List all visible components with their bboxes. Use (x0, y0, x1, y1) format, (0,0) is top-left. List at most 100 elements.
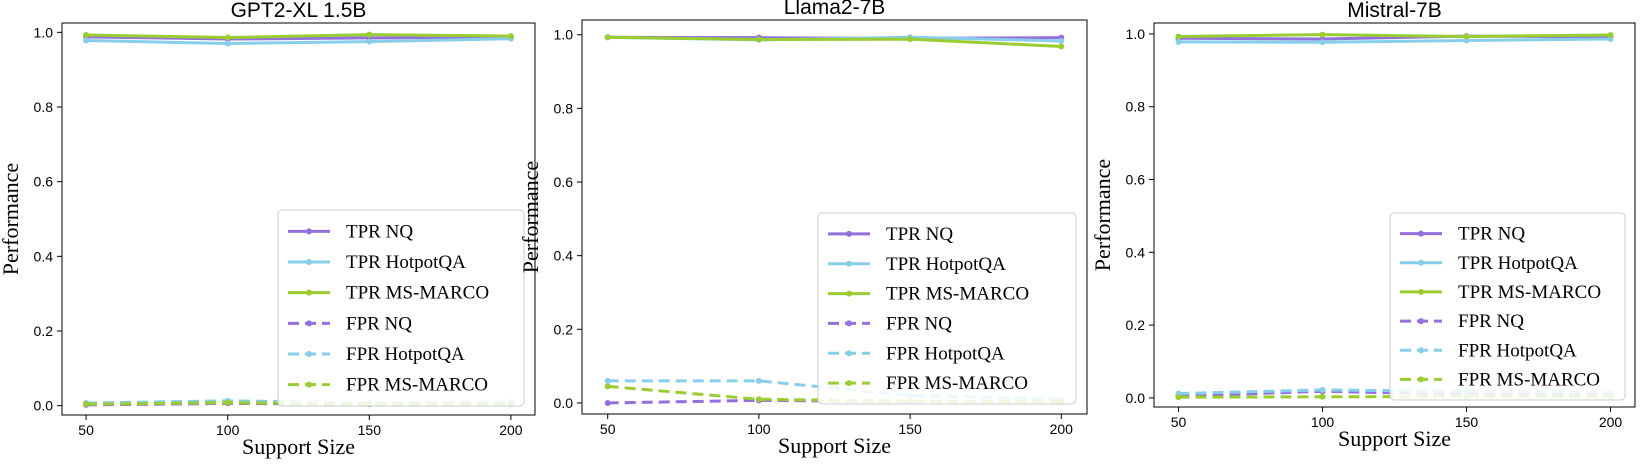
legend-label: FPR NQ (346, 313, 412, 334)
legend-label: FPR MS-MARCO (346, 375, 488, 396)
legend-label: TPR MS-MARCO (346, 283, 489, 304)
x-axis-label: Support Size (778, 433, 891, 458)
data-point (1175, 33, 1182, 40)
y-tick-label: 0.0 (554, 395, 574, 411)
y-tick-label: 0.6 (1126, 172, 1146, 188)
legend-label: TPR HotpotQA (886, 254, 1006, 275)
y-tick-label: 0.2 (34, 323, 54, 339)
series-tpr-hotpotqa (83, 35, 514, 47)
legend-marker (1418, 347, 1424, 354)
data-point (755, 377, 762, 384)
data-point (83, 31, 90, 38)
series-tpr-ms-marco (83, 31, 514, 41)
data-point (224, 40, 231, 47)
legend-marker (846, 260, 852, 267)
legend-marker (306, 381, 312, 388)
data-point (1175, 394, 1182, 401)
x-axis-label: Support Size (1338, 426, 1451, 451)
data-point (1607, 32, 1614, 39)
y-tick-label: 0.6 (34, 174, 54, 190)
series-line (1178, 33, 1611, 38)
x-tick-label: 200 (1050, 421, 1074, 437)
legend-marker (306, 228, 312, 235)
data-point (83, 37, 90, 44)
x-axis-label: Support Size (242, 434, 355, 459)
data-point (755, 36, 762, 43)
series-tpr-ms-marco (1175, 31, 1614, 40)
legend-marker (306, 320, 312, 327)
data-point (755, 396, 762, 403)
y-tick-label: 0.2 (1126, 317, 1146, 333)
x-tick-label: 100 (1311, 414, 1335, 430)
x-tick-label: 200 (499, 422, 523, 438)
data-point (1319, 31, 1326, 38)
legend-label: TPR NQ (1458, 224, 1525, 245)
chart-panel-3: Mistral-7B 0.0 0.2 0.4 0.6 0.8 1.0 50 100 150 200 S… (1090, 0, 1636, 451)
x-tick-label: 150 (1455, 414, 1479, 430)
chart-title: Mistral-7B (1347, 0, 1442, 22)
y-axis-label: Performance (0, 163, 23, 275)
data-point (224, 399, 231, 406)
x-tick-label: 150 (898, 421, 922, 437)
legend-marker (306, 289, 312, 296)
series-line (86, 33, 511, 40)
legend-marker (846, 350, 852, 357)
y-tick-label: 0.0 (34, 398, 54, 414)
y-tick-label: 1.0 (1126, 26, 1146, 42)
legend-label: FPR NQ (886, 313, 952, 334)
y-tick-label: 0.8 (34, 99, 54, 115)
data-point (907, 36, 914, 43)
legend-label: TPR NQ (346, 221, 413, 242)
legend: TPR NQ TPR HotpotQA TPR MS-MARCO FPR NQ FPR … (277, 209, 525, 407)
data-point (507, 33, 514, 40)
x-tick-label: 50 (78, 422, 94, 438)
chart-title: GPT2-XL 1.5B (231, 0, 367, 22)
y-tick-label: 1.0 (554, 27, 574, 43)
data-point (1319, 393, 1326, 400)
chart-panel-2: Llama2-7B 0.0 0.2 0.4 0.6 0.8 1.0 50 100 150 200 Su… (518, 0, 1088, 458)
legend-box (817, 212, 1077, 405)
y-tick-label: 0.8 (554, 100, 574, 116)
plot-frame (581, 19, 1088, 415)
y-tick-label: 0.4 (554, 248, 574, 264)
legend-marker (1418, 259, 1424, 266)
data-point (604, 377, 611, 384)
x-tick-label: 150 (358, 422, 382, 438)
y-tick-label: 0.6 (554, 174, 574, 190)
series-tpr-ms-marco (604, 34, 1065, 50)
y-tick-label: 0.0 (1126, 390, 1146, 406)
legend-label: TPR HotpotQA (346, 252, 466, 273)
data-point (366, 31, 373, 38)
data-point (1319, 39, 1326, 46)
data-point (604, 399, 611, 406)
data-point (366, 38, 373, 45)
legend-label: TPR HotpotQA (1458, 253, 1578, 274)
legend: TPR NQ TPR HotpotQA TPR MS-MARCO FPR NQ FPR … (817, 212, 1077, 405)
x-tick-label: 50 (600, 421, 616, 437)
legend-label: FPR NQ (1458, 311, 1524, 332)
data-point (1058, 43, 1065, 50)
data-point (604, 383, 611, 390)
chart-title: Llama2-7B (784, 0, 886, 19)
x-tick-label: 100 (747, 421, 771, 437)
legend-box (1389, 212, 1626, 401)
series-tpr-hotpotqa (1175, 36, 1614, 46)
legend-label: FPR HotpotQA (886, 343, 1005, 364)
y-tick-label: 1.0 (34, 24, 54, 40)
data-point (83, 401, 90, 408)
legend-marker (1418, 318, 1424, 325)
y-tick-label: 0.4 (1126, 244, 1146, 260)
legend-label: TPR MS-MARCO (886, 284, 1029, 305)
legend-label: TPR MS-MARCO (1458, 282, 1601, 303)
legend-label: FPR HotpotQA (1458, 340, 1577, 361)
series-line (86, 35, 511, 41)
y-tick-label: 0.2 (554, 321, 574, 337)
data-point (224, 34, 231, 41)
legend-label: TPR NQ (886, 224, 953, 245)
y-axis-label: Performance (518, 161, 543, 273)
data-point (1463, 33, 1470, 40)
legend-marker (1418, 376, 1424, 383)
legend-label: FPR HotpotQA (346, 344, 465, 365)
y-axis-label: Performance (1090, 159, 1115, 271)
